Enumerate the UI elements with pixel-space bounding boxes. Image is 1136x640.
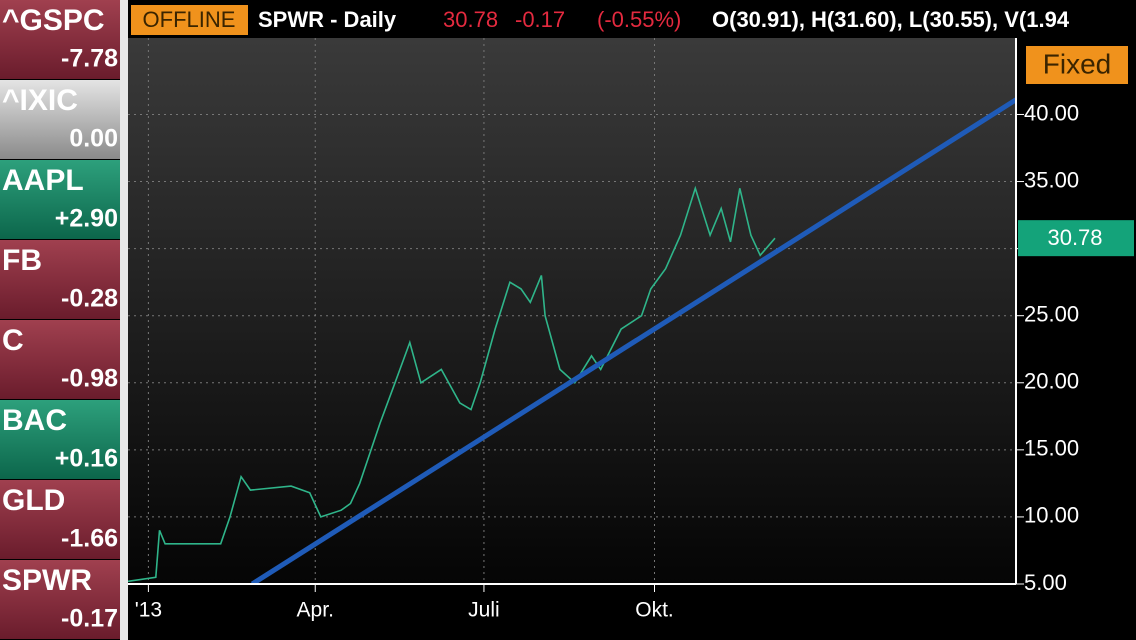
ticker-tile (0, 560, 120, 639)
ticker-tile (0, 160, 120, 239)
x-tick-label: '13 (135, 599, 162, 622)
ticker-symbol: GLD (2, 484, 65, 517)
ticker-change: -0.28 (61, 285, 118, 313)
y-tick-label: 20.00 (1024, 369, 1079, 394)
ticker-change: -7.78 (61, 45, 118, 73)
y-tick-label: 10.00 (1024, 503, 1079, 528)
status-badge (131, 5, 248, 35)
trend-line (250, 97, 1016, 584)
ticker-tile (0, 240, 120, 319)
y-tick-label: 40.00 (1024, 100, 1079, 125)
chart-title: SPWR - Daily (258, 7, 397, 32)
status-text: OFFLINE (143, 7, 236, 32)
x-tick-label: Juli (468, 599, 500, 622)
ticker-change: +0.16 (55, 445, 118, 473)
plot-layer (128, 38, 1016, 584)
ticker-symbol: ^GSPC (2, 4, 105, 37)
ticker-symbol: BAC (2, 404, 67, 437)
y-tick-label: 5.00 (1024, 570, 1067, 595)
y-tick-label: 35.00 (1024, 167, 1079, 192)
ticker-tile (0, 80, 120, 159)
plot-area (128, 38, 1016, 584)
ticker-symbol: FB (2, 244, 42, 277)
x-tick-label: Okt. (635, 599, 674, 622)
ticker-change: 0.00 (69, 125, 118, 153)
ticker-symbol: AAPL (2, 164, 84, 197)
fixed-button[interactable] (1026, 46, 1128, 84)
ticker-tile (0, 0, 120, 79)
ticker-change: -1.66 (61, 525, 118, 553)
y-tick-label: 25.00 (1024, 302, 1079, 327)
sidebar-divider (120, 0, 128, 640)
ticker-tile (0, 320, 120, 399)
ticker-symbol: C (2, 324, 24, 357)
price-change: -0.17 (515, 7, 565, 32)
y-tick-label: 15.00 (1024, 436, 1079, 461)
ticker-tile (0, 480, 120, 559)
ticker-symbol: ^IXIC (2, 84, 78, 117)
ticker-change: +2.90 (55, 205, 118, 233)
ohlc-info: O(30.91), H(31.60), L(30.55), V(1.94 (712, 7, 1070, 32)
last-price-label: 30.78 (1047, 225, 1102, 250)
last-price-marker (1018, 220, 1134, 257)
x-tick-label: Apr. (297, 599, 334, 622)
last-price: 30.78 (443, 7, 498, 32)
price-line (128, 185, 776, 583)
ticker-symbol: SPWR (2, 564, 92, 597)
ticker-change: -0.98 (61, 365, 118, 393)
ticker-tile (0, 400, 120, 479)
fixed-button-label[interactable]: Fixed (1043, 48, 1111, 79)
ticker-change: -0.17 (61, 605, 118, 633)
price-change-pct: (-0.55%) (597, 7, 681, 32)
